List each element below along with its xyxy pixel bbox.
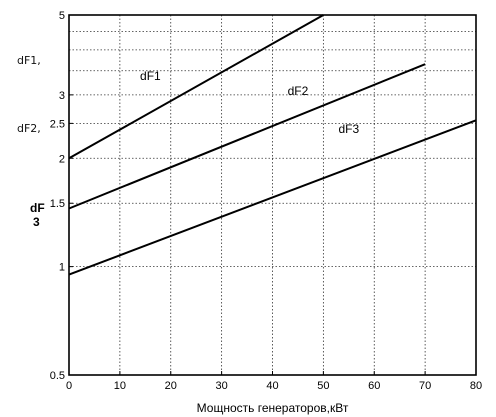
x-tick-label-6: 60 [368,380,380,392]
x-tick-label-1: 10 [114,380,126,392]
x-axis-label: Мощность генераторов,кВт [197,401,349,415]
x-tick-label-2: 20 [165,380,177,392]
ylabel-dF1: dF1, [17,54,41,67]
x-tick-label-8: 80 [470,380,482,392]
series-label-dF3: dF3 [338,122,359,136]
ylabel-dF2: dF2, [17,122,41,135]
tick-labels: 0 10 20 30 40 50 60 70 80 0.5 1 1.5 2 2.5 3 5 [50,10,482,392]
series-group [68,14,477,276]
series-label-dF2: dF2 [288,84,309,98]
y-tick-label-3: 2 [59,153,65,165]
y-tick-label-6: 5 [59,10,65,22]
ylabel-dF3-part2: 3 [33,215,40,229]
ylabel-dF3-part1: dF [30,201,45,215]
x-tick-label-7: 70 [419,380,431,392]
y-tick-label-5: 3 [59,90,65,102]
x-tick-label-5: 50 [317,380,329,392]
series-line-dF1 [68,14,324,160]
series-labels: dF1 dF2 dF3 [140,69,359,136]
x-tick-label-0: 0 [66,380,72,392]
series-line-dF3 [68,119,477,276]
y-tick-label-4: 2.5 [50,118,65,130]
series-line-dF2 [68,63,426,210]
series-label-dF1: dF1 [140,69,161,83]
x-tick-label-4: 40 [266,380,278,392]
y-tick-label-0: 0.5 [50,370,65,382]
x-tick-label-3: 30 [216,380,228,392]
y-tick-label-2: 1.5 [50,198,65,210]
grid [69,15,476,375]
y-tick-label-1: 1 [59,262,65,274]
